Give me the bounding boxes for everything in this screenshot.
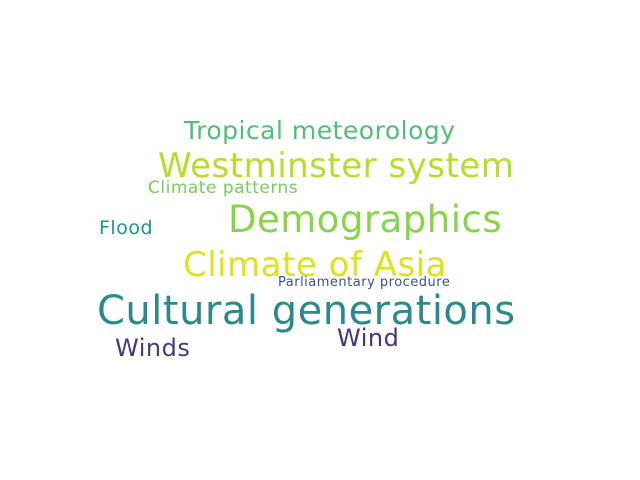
- word-parliamentary-procedure: Parliamentary procedure: [278, 275, 451, 290]
- word-demographics: Demographics: [228, 198, 503, 241]
- word-westminster-system: Westminster system: [158, 146, 515, 186]
- word-wind: Wind: [337, 324, 400, 352]
- word-flood: Flood: [99, 217, 154, 239]
- word-winds: Winds: [115, 334, 191, 362]
- word-tropical-meteorology: Tropical meteorology: [184, 116, 456, 145]
- word-climate-patterns: Climate patterns: [148, 178, 299, 198]
- word-climate-of-asia: Climate of Asia: [183, 245, 447, 285]
- word-cultural-generations: Cultural generations: [97, 288, 516, 334]
